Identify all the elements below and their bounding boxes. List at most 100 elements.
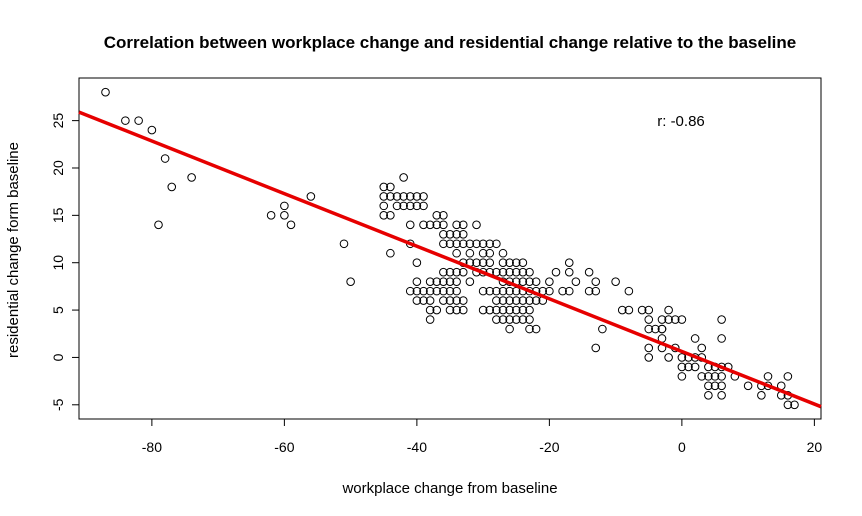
data-point (670, 315, 680, 324)
data-point (280, 211, 289, 220)
data-point (412, 201, 422, 211)
data-point (412, 258, 422, 268)
data-point (386, 248, 395, 258)
x-tick-label: -60 (274, 439, 294, 455)
data-point (187, 173, 196, 182)
correlation-annotation: r: -0.86 (657, 113, 705, 130)
data-point (545, 286, 554, 296)
data-point (598, 324, 607, 334)
data-point (465, 239, 475, 249)
data-point (717, 334, 726, 343)
data-point (432, 220, 442, 230)
data-point (790, 400, 799, 410)
data-point (551, 267, 561, 277)
data-point (498, 267, 508, 277)
data-point (525, 267, 534, 277)
data-point (710, 372, 720, 381)
data-point (399, 192, 408, 201)
data-point (399, 173, 408, 182)
data-point (472, 239, 481, 249)
data-point (763, 372, 773, 381)
data-point (445, 239, 455, 249)
data-point (545, 277, 554, 286)
data-point (584, 267, 594, 277)
y-tick-label: -5 (50, 398, 66, 411)
chart-title: Correlation between workplace change and… (104, 33, 796, 52)
data-point (664, 305, 673, 315)
data-point (458, 220, 468, 230)
data-point (458, 305, 468, 315)
x-axis: -80 -60 -40 -20 0 20 (142, 419, 823, 455)
data-point (571, 277, 581, 286)
plot-frame (78, 77, 822, 420)
data-point (697, 343, 707, 353)
data-point (445, 229, 455, 239)
data-point (439, 229, 448, 239)
data-point (677, 362, 687, 372)
data-point (505, 324, 514, 334)
data-point (458, 267, 468, 277)
data-point (591, 286, 601, 296)
y-tick-label: 25 (50, 113, 66, 129)
y-tick-label: 0 (50, 353, 66, 361)
data-point (439, 277, 448, 286)
data-point (644, 353, 654, 362)
data-point (485, 286, 495, 296)
data-point (485, 248, 495, 258)
data-point (611, 277, 620, 286)
data-point (485, 258, 495, 268)
data-point (405, 286, 415, 296)
data-point (505, 258, 514, 268)
data-point (445, 305, 455, 315)
data-point (101, 87, 110, 97)
y-tick-label: 20 (50, 160, 66, 176)
x-tick-label: -20 (539, 439, 559, 455)
data-point (445, 267, 455, 277)
data-point (445, 286, 455, 296)
data-point (664, 353, 673, 362)
data-point (160, 154, 170, 163)
data-point (704, 391, 713, 400)
data-point (511, 267, 521, 277)
data-point (452, 305, 461, 315)
data-point (505, 286, 514, 296)
x-tick-label: 20 (807, 439, 823, 455)
data-point (677, 353, 687, 362)
data-point (511, 315, 521, 324)
x-tick-label: 0 (678, 439, 686, 455)
data-point (591, 343, 601, 353)
data-point (425, 286, 435, 296)
data-point (452, 267, 461, 277)
data-point (525, 296, 534, 305)
data-point (452, 229, 461, 239)
data-point (710, 381, 720, 391)
data-point (167, 182, 177, 192)
data-point (458, 229, 468, 239)
data-point (525, 305, 534, 315)
data-point (492, 305, 501, 315)
data-point (379, 201, 389, 211)
data-point (458, 239, 468, 249)
data-point (717, 381, 726, 391)
data-point (511, 258, 521, 268)
data-point (405, 201, 415, 211)
data-point (677, 315, 687, 324)
data-point (505, 305, 514, 315)
data-point (134, 116, 143, 125)
data-point (624, 286, 634, 296)
data-point (644, 343, 654, 353)
data-point (386, 192, 395, 201)
data-point (458, 296, 468, 305)
data-point (564, 258, 574, 268)
data-point (405, 220, 415, 230)
data-point (690, 362, 700, 372)
data-point (558, 286, 567, 296)
data-point (564, 286, 574, 296)
data-point (147, 125, 157, 135)
data-point (492, 296, 501, 305)
data-point (525, 315, 534, 324)
data-point (472, 220, 481, 230)
data-point (717, 391, 726, 400)
data-point (651, 324, 660, 334)
